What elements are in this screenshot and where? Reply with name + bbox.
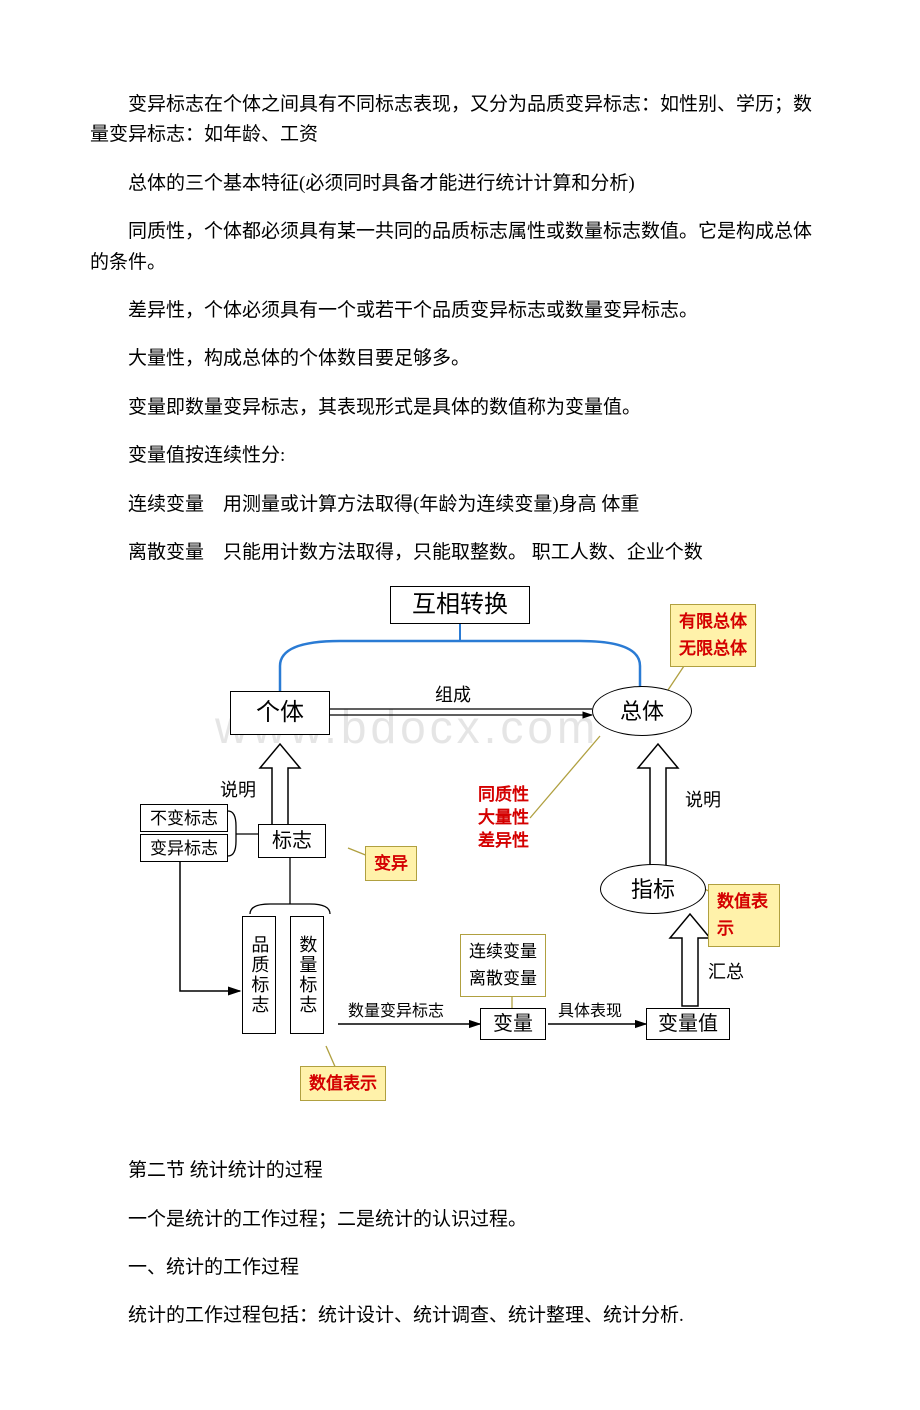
paragraph: 同质性，个体都必须具有某一共同的品质标志属性或数量标志数值。它是构成总体的条件。	[90, 217, 830, 278]
paragraph: 变异标志在个体之间具有不同标志表现，又分为品质变异标志：如性别、学历；数量变异标…	[90, 90, 830, 151]
callout-properties: 同质性 大量性 差异性	[470, 781, 537, 856]
paragraph: 离散变量 只能用计数方法取得，只能取整数。 职工人数、企业个数	[90, 538, 830, 568]
node-population: 总体	[592, 686, 692, 736]
label-concrete: 具体表现	[558, 999, 622, 1025]
paragraph: 差异性，个体必须具有一个或若干个品质变异标志或数量变异标志。	[90, 296, 830, 326]
node-mark: 标志	[258, 824, 326, 858]
label-explain-left: 说明	[220, 776, 256, 805]
paragraph: 连续变量 用测量或计算方法取得(年龄为连续变量)身高 体重	[90, 490, 830, 520]
paragraph: 一个是统计的工作过程；二是统计的认识过程。	[90, 1205, 830, 1235]
node-invariant-mark: 不变标志	[140, 804, 228, 832]
label-explain-right: 说明	[685, 786, 721, 815]
label-compose: 组成	[435, 681, 471, 710]
paragraph: 变量值按连续性分:	[90, 441, 830, 471]
paragraph: 变量即数量变异标志，其表现形式是具体的数值称为变量值。	[90, 393, 830, 423]
node-quantity-mark: 数量标志	[290, 916, 324, 1034]
node-variable-value: 变量值	[646, 1008, 730, 1040]
paragraph: 统计的工作过程包括：统计设计、统计调查、统计整理、统计分析.	[90, 1301, 830, 1331]
callout-continuous-discrete: 连续变量 离散变量	[460, 934, 546, 996]
callout-numeric-right: 数值表示	[708, 884, 780, 946]
callout-limit: 有限总体 无限总体	[670, 604, 756, 666]
node-individual: 个体	[230, 691, 330, 735]
callout-numeric-bottom: 数值表示	[300, 1066, 386, 1101]
concept-diagram: www.bdocx.com	[140, 586, 780, 1116]
label-summary: 汇总	[708, 958, 744, 987]
paragraph: 一、统计的工作过程	[90, 1253, 830, 1283]
section-heading: 第二节 统计统计的过程	[90, 1156, 830, 1186]
label-quantity-variant: 数量变异标志	[348, 999, 444, 1025]
callout-variation: 变异	[365, 846, 417, 881]
node-variant-mark: 变异标志	[140, 834, 228, 862]
node-indicator: 指标	[600, 864, 706, 914]
paragraph: 总体的三个基本特征(必须同时具备才能进行统计计算和分析)	[90, 169, 830, 199]
node-mutual-convert: 互相转换	[390, 586, 530, 624]
node-variable: 变量	[480, 1008, 546, 1040]
node-quality-mark: 品质标志	[242, 916, 276, 1034]
paragraph: 大量性，构成总体的个体数目要足够多。	[90, 344, 830, 374]
